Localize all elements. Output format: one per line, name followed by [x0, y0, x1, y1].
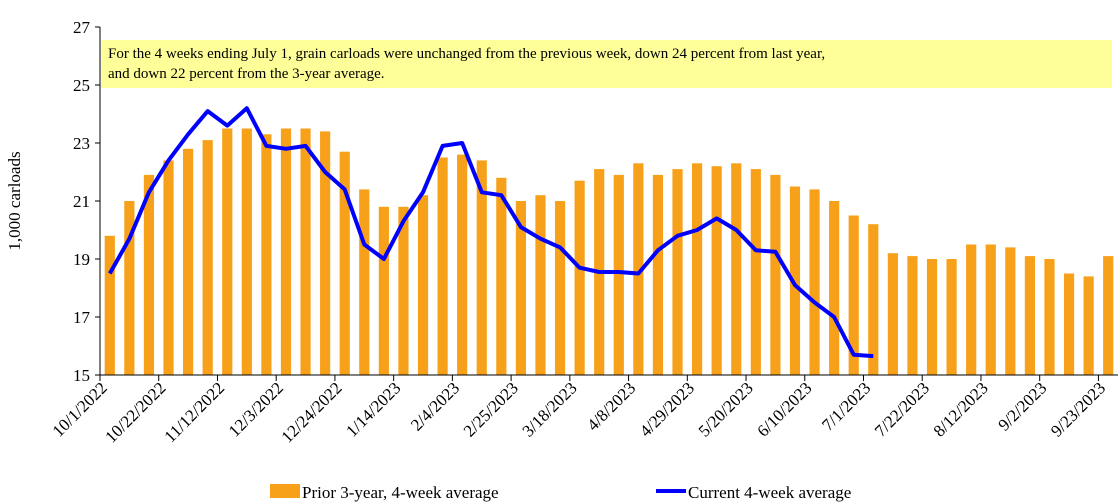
bar [887, 253, 898, 375]
bar [633, 163, 644, 375]
annotation-box [101, 40, 1112, 88]
legend-label: Prior 3-year, 4-week average [302, 483, 499, 502]
y-tick-label: 23 [73, 134, 90, 153]
x-tick-label: 8/12/2023 [930, 378, 992, 440]
x-tick-label: 2/25/2023 [460, 378, 522, 440]
bar [280, 128, 292, 375]
bar [261, 134, 272, 375]
bar [1103, 256, 1114, 375]
x-tick-label: 5/20/2023 [695, 378, 757, 440]
bar [770, 174, 781, 375]
x-tick-label: 10/1/2022 [49, 378, 111, 440]
bar [496, 177, 507, 375]
y-tick-label: 15 [73, 366, 90, 385]
bar [1024, 256, 1035, 375]
bar [926, 259, 938, 375]
x-tick-label: 3/18/2023 [518, 378, 580, 440]
bar [183, 148, 194, 375]
bar [339, 151, 350, 375]
bar [1005, 247, 1016, 375]
bar [163, 160, 174, 375]
legend-swatch [270, 484, 300, 498]
x-tick-label: 4/29/2023 [636, 378, 698, 440]
x-tick-label: 9/23/2023 [1047, 378, 1109, 440]
bar [672, 169, 683, 375]
bar [476, 160, 487, 375]
bar [789, 186, 801, 375]
bar [535, 195, 546, 375]
bar [398, 206, 409, 375]
bar [946, 259, 957, 375]
x-tick-label: 6/10/2023 [753, 378, 815, 440]
y-tick-label: 19 [73, 250, 90, 269]
x-tick-label: 1/14/2023 [342, 378, 404, 440]
bar [417, 195, 429, 375]
x-tick-label: 4/8/2023 [583, 378, 639, 434]
x-tick-label: 2/4/2023 [407, 378, 463, 434]
bar [868, 224, 879, 375]
bar [750, 169, 761, 375]
bar [143, 174, 155, 375]
y-axis-label: 1,000 carloads [5, 151, 24, 250]
x-tick-label: 7/22/2023 [871, 378, 933, 440]
x-tick-label: 7/1/2023 [818, 378, 874, 434]
bar [711, 166, 722, 375]
bar [515, 201, 526, 375]
bar [1044, 259, 1055, 375]
bar [104, 235, 115, 375]
y-tick-label: 17 [73, 308, 91, 327]
x-tick-label: 12/3/2022 [225, 378, 287, 440]
y-tick-label: 27 [73, 18, 91, 37]
annotation: For the 4 weeks ending July 1, grain car… [108, 46, 825, 62]
bar [907, 256, 918, 375]
bar [985, 244, 996, 375]
y-tick-label: 21 [73, 192, 90, 211]
bar [437, 157, 448, 375]
bar [300, 128, 311, 375]
bar [457, 154, 468, 375]
bar [574, 180, 585, 375]
bar [829, 201, 840, 375]
bar [652, 174, 664, 375]
bar [320, 131, 331, 375]
bar [1063, 273, 1075, 375]
x-tick-label: 10/22/2022 [101, 378, 169, 446]
bar [378, 206, 389, 375]
bar [124, 201, 135, 375]
x-tick-label: 11/12/2022 [161, 378, 229, 446]
bar [222, 128, 233, 375]
bar [809, 189, 820, 375]
bar [613, 174, 624, 375]
bar [966, 244, 977, 375]
bar [848, 215, 859, 375]
annotation: and down 22 percent from the 3-year aver… [108, 66, 385, 82]
legend-label: Current 4-week average [688, 483, 851, 502]
bar [692, 163, 703, 375]
y-tick-label: 25 [73, 76, 90, 95]
bar [554, 201, 566, 375]
bar [731, 163, 742, 375]
x-tick-label: 9/2/2023 [994, 378, 1050, 434]
bar [202, 140, 213, 375]
bar [1083, 276, 1094, 375]
bar [241, 128, 252, 375]
line [108, 106, 874, 359]
x-tick-label: 12/24/2022 [278, 378, 346, 446]
bar [359, 189, 370, 375]
